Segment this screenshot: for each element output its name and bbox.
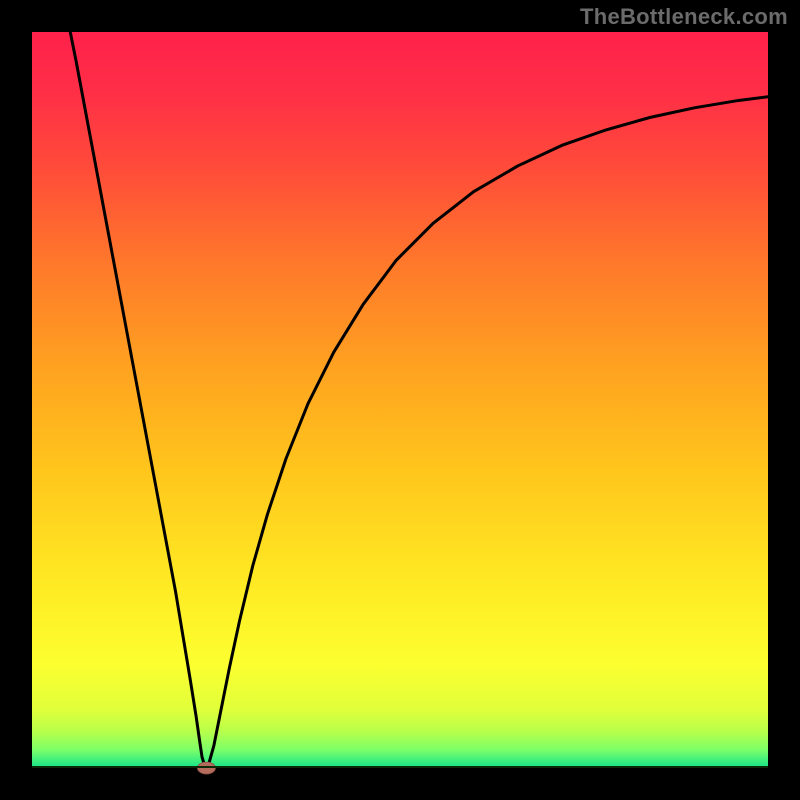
plot-background [32,32,768,768]
chart-container: TheBottleneck.com [0,0,800,800]
bottleneck-chart [0,0,800,800]
